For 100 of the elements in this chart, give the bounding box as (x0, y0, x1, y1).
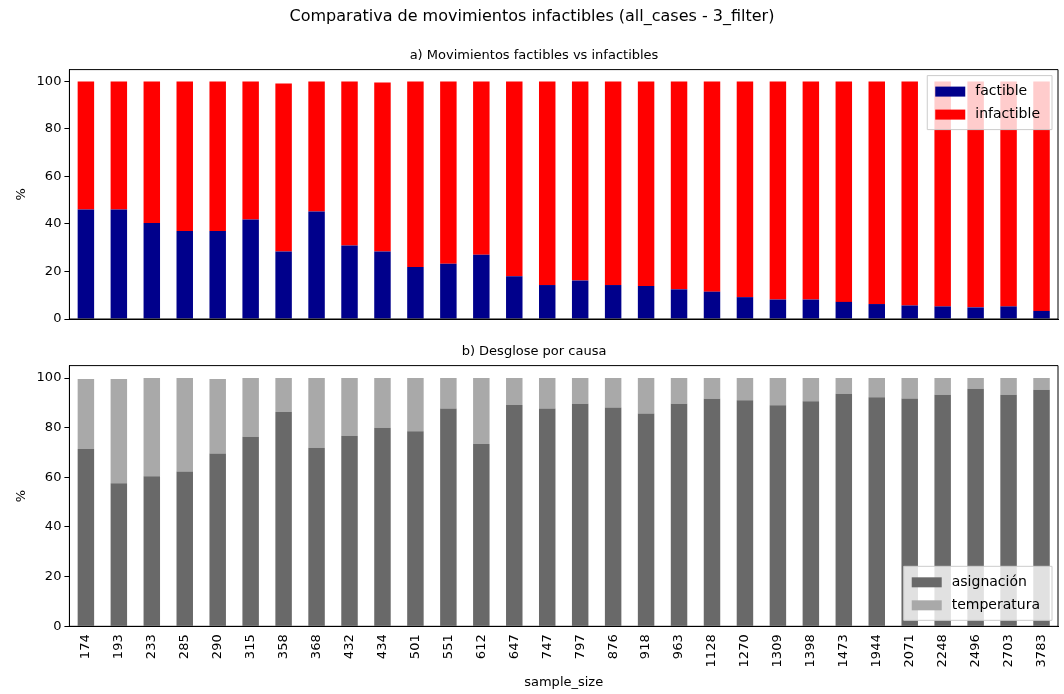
bar (440, 81, 457, 264)
bar (670, 378, 688, 404)
x-tick-label: 193 (110, 634, 126, 660)
bar (143, 81, 161, 224)
x-tick-label: 1309 (769, 634, 785, 668)
bar (341, 245, 358, 319)
y-tick-label: 60 (44, 167, 62, 183)
bar (143, 223, 161, 319)
bar (308, 378, 325, 448)
bar (571, 378, 589, 404)
bar (209, 81, 226, 231)
y-tick-label: 80 (44, 419, 62, 435)
bar (571, 280, 589, 319)
bar (703, 378, 721, 399)
bar (176, 230, 193, 319)
bar (835, 81, 853, 302)
bar (901, 81, 918, 306)
legend-label: factible (975, 82, 1028, 99)
bar (506, 405, 523, 626)
bar (901, 378, 918, 399)
bar (407, 81, 424, 267)
bar (176, 378, 193, 472)
x-tick-label: 368 (307, 634, 323, 660)
bar (538, 81, 556, 286)
bar (538, 378, 556, 409)
bar (637, 378, 655, 414)
x-tick-label: 918 (637, 634, 653, 660)
bar (242, 436, 259, 626)
x-tick-label: 1270 (736, 634, 752, 668)
bar (736, 81, 754, 298)
bar (308, 211, 325, 319)
bar (769, 378, 787, 406)
bar (275, 378, 292, 413)
bar (901, 305, 918, 319)
y-tick-label: 40 (44, 518, 62, 534)
bar (473, 81, 490, 255)
x-tick-label: 285 (176, 634, 192, 660)
bar (506, 81, 523, 277)
x-tick-label: 797 (571, 634, 587, 660)
chart-subtitle: b) Desglose por causa (461, 343, 607, 359)
bar (374, 378, 391, 428)
bar (604, 81, 622, 286)
bar (77, 209, 95, 319)
bar (473, 444, 490, 626)
bar (736, 378, 754, 401)
x-tick-label: 647 (505, 634, 521, 660)
y-tick-label: 20 (44, 568, 62, 584)
x-tick-label: 3783 (1032, 634, 1048, 668)
bar (703, 398, 721, 626)
bar (506, 276, 523, 319)
x-tick-label: 2703 (999, 634, 1015, 668)
x-tick-label: 434 (373, 634, 389, 660)
bar (868, 397, 885, 626)
x-tick-label: 432 (340, 634, 356, 660)
bar (835, 378, 853, 394)
bar (967, 378, 984, 389)
bar (538, 408, 556, 626)
x-tick-label: 501 (406, 634, 422, 660)
x-tick-label: 174 (77, 634, 93, 660)
x-tick-label: 2248 (934, 634, 950, 668)
bar (440, 263, 457, 319)
bar (802, 299, 820, 319)
bar (1000, 378, 1017, 395)
bar (110, 81, 128, 210)
x-tick-label: 2071 (901, 634, 917, 668)
bar (374, 251, 391, 319)
bar (275, 412, 292, 626)
x-tick-label: 551 (439, 634, 455, 660)
bar (242, 81, 259, 220)
y-axis-title: % (13, 188, 29, 201)
x-tick-label: 1944 (868, 634, 884, 668)
bar (275, 83, 292, 252)
x-tick-label: 1398 (802, 634, 818, 668)
bar (209, 453, 226, 626)
bar (407, 378, 424, 432)
bar (967, 307, 984, 319)
x-tick-label: 358 (274, 634, 290, 660)
bar (835, 393, 853, 626)
bar (736, 297, 754, 319)
y-tick-label: 40 (44, 215, 62, 231)
x-tick-label: 1128 (703, 634, 719, 668)
bar (802, 81, 820, 300)
bar (769, 81, 787, 300)
bar (769, 405, 787, 626)
bar (308, 447, 325, 626)
bar (670, 81, 688, 290)
bar (110, 209, 128, 319)
bar (341, 81, 358, 246)
bar (407, 266, 424, 319)
bar (374, 427, 391, 626)
bar (176, 81, 193, 231)
y-tick-label: 60 (44, 468, 62, 484)
bar (703, 291, 721, 319)
bar (637, 285, 655, 319)
bar (242, 378, 259, 437)
legend-label: asignación (951, 572, 1027, 589)
bar (703, 81, 721, 292)
bar (506, 378, 523, 406)
bar (868, 378, 885, 398)
bar (176, 471, 193, 626)
